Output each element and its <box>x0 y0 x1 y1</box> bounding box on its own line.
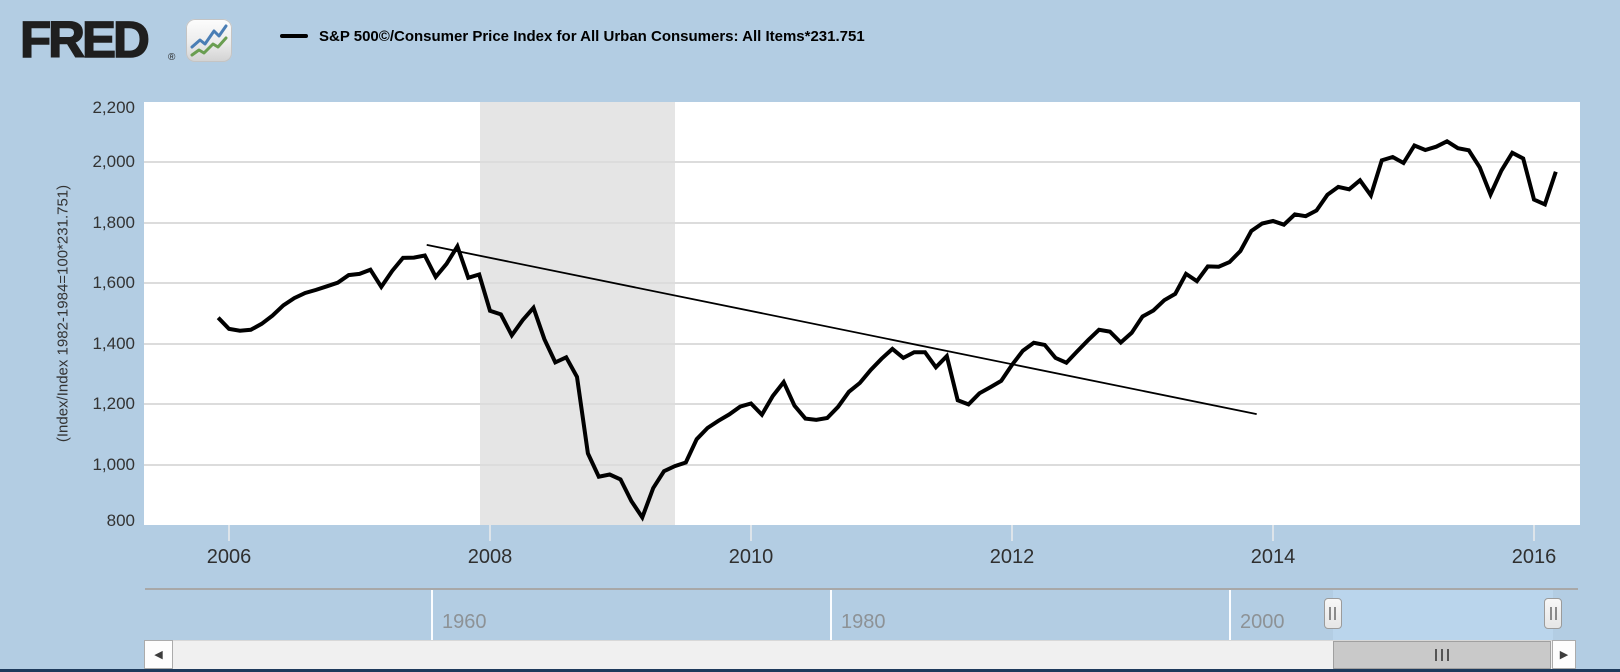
legend-label: S&P 500©/Consumer Price Index for All Ur… <box>319 27 865 45</box>
gridline <box>144 403 1580 406</box>
timeline-selection-window[interactable] <box>1332 590 1554 640</box>
y-tick-label: 1,000 <box>92 454 135 474</box>
gridline <box>144 282 1580 285</box>
y-tick-label: 2,000 <box>92 152 135 172</box>
gridline <box>144 161 1580 164</box>
thumb-grip-icon <box>1435 649 1437 661</box>
handle-grip-icon <box>1549 607 1552 620</box>
x-tick-label: 2014 <box>1250 546 1296 568</box>
timeline-year-label: 1960 <box>442 611 487 633</box>
x-tick-label: 2006 <box>206 546 252 568</box>
legend-line-swatch <box>280 34 308 38</box>
x-tick-label: 2012 <box>989 546 1035 568</box>
y-tick-label: 1,400 <box>92 333 135 353</box>
x-tick-label: 2008 <box>467 546 513 568</box>
handle-grip-icon <box>1329 607 1332 620</box>
left-arrow-icon: ◀ <box>154 649 163 661</box>
recession-shading <box>479 102 676 525</box>
x-tick-mark <box>228 525 230 541</box>
gridline <box>144 342 1580 345</box>
scroll-left-button[interactable]: ◀ <box>144 640 173 669</box>
gridline <box>144 463 1580 466</box>
timeline-top-border <box>145 588 1578 590</box>
y-tick-label: 1,200 <box>92 394 135 414</box>
x-tick-label: 2016 <box>1511 546 1557 568</box>
legend: S&P 500©/Consumer Price Index for All Ur… <box>280 26 865 46</box>
plot-area[interactable] <box>144 102 1580 525</box>
timeline-year-label: 1980 <box>841 611 886 633</box>
x-tick-mark <box>1272 525 1274 541</box>
scrollbar-thumb[interactable] <box>1333 641 1551 669</box>
y-tick-label: 1,600 <box>92 273 135 293</box>
timeline-year-label: 2000 <box>1240 611 1285 633</box>
y-tick-label: 1,800 <box>92 212 135 232</box>
bottom-accent-bar <box>0 669 1620 672</box>
gridline <box>144 221 1580 224</box>
x-tick-mark <box>1011 525 1013 541</box>
timeline-separator <box>1229 590 1231 640</box>
y-axis-title: (Index/Index 1982-1984=100*231.751) <box>54 184 72 443</box>
selection-right-drag-handle[interactable] <box>1544 598 1563 629</box>
x-tick-mark <box>750 525 752 541</box>
fred-chart-icon[interactable] <box>186 19 232 62</box>
timeline-separator <box>830 590 832 640</box>
fred-logo[interactable]: FRED <box>19 10 150 69</box>
registered-mark: ® <box>168 52 176 63</box>
selection-left-drag-handle[interactable] <box>1323 598 1342 629</box>
scrollbar-track[interactable] <box>173 640 1552 669</box>
right-arrow-icon: ▶ <box>1559 649 1569 661</box>
y-tick-label: 2,200 <box>92 98 135 117</box>
scroll-right-button[interactable]: ▶ <box>1552 640 1576 669</box>
y-tick-label: 800 <box>106 511 135 530</box>
x-tick-mark <box>489 525 491 541</box>
timeline-separator <box>431 590 433 640</box>
x-tick-mark <box>1533 525 1535 541</box>
x-tick-label: 2010 <box>728 546 774 568</box>
